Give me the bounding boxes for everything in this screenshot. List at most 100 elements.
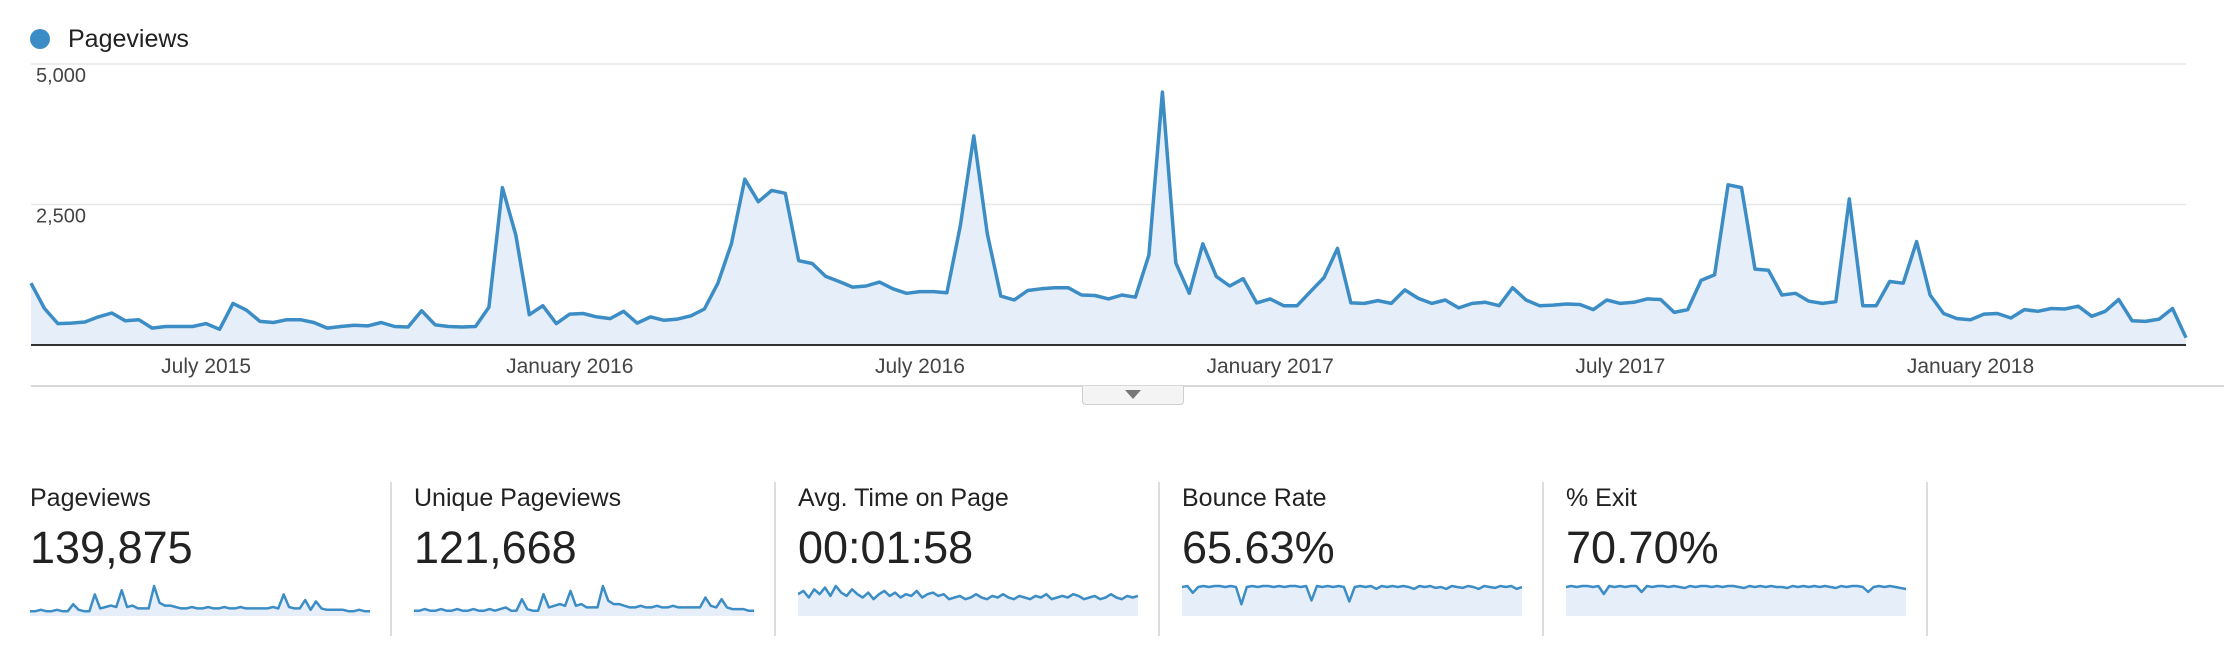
data-point[interactable] [95,314,101,320]
data-point[interactable] [311,320,317,326]
data-point[interactable] [1321,275,1327,281]
data-point[interactable] [1025,288,1031,294]
data-point[interactable] [1617,300,1623,306]
data-point[interactable] [1254,300,1260,306]
data-point[interactable] [1537,303,1543,309]
data-point[interactable] [392,324,398,330]
data-point[interactable] [580,311,586,317]
data-point[interactable] [1038,286,1044,292]
data-point[interactable] [1523,297,1529,303]
data-point[interactable] [82,319,88,325]
data-point[interactable] [1994,311,2000,317]
data-point[interactable] [473,324,479,330]
data-point[interactable] [190,324,196,330]
data-point[interactable] [122,318,128,324]
data-point[interactable] [1011,297,1017,303]
data-point[interactable] [1456,305,1462,311]
data-point[interactable] [405,324,411,330]
data-point[interactable] [28,280,34,286]
data-point[interactable] [1698,277,1704,283]
data-point[interactable] [877,279,883,285]
data-point[interactable] [823,273,829,279]
data-point[interactable] [324,325,330,331]
data-point[interactable] [1550,302,1556,308]
data-point[interactable] [1119,292,1125,298]
data-point[interactable] [1577,302,1583,308]
data-point[interactable] [2116,297,2122,303]
data-point[interactable] [917,289,923,295]
data-point[interactable] [1941,311,1947,317]
data-point[interactable] [109,310,115,316]
data-point[interactable] [755,199,761,205]
data-point[interactable] [1308,289,1314,295]
data-point[interactable] [1335,245,1341,251]
metric-avg-time-on-page[interactable]: Avg. Time on Page 00:01:58 [768,482,1160,636]
data-point[interactable] [365,323,371,329]
data-point[interactable] [998,293,1004,299]
data-point[interactable] [2048,306,2054,312]
data-point[interactable] [446,324,452,330]
metric-bounce-rate[interactable]: Bounce Rate 65.63% [1152,482,1544,636]
data-point[interactable] [742,176,748,182]
data-point[interactable] [1092,293,1098,299]
data-point[interactable] [1752,266,1758,272]
data-point[interactable] [1510,285,1516,291]
data-point[interactable] [607,316,613,322]
chart-collapse-toggle[interactable] [1082,386,1184,405]
data-point[interactable] [55,321,61,327]
data-point[interactable] [1213,273,1219,279]
data-point[interactable] [2062,306,2068,312]
data-point[interactable] [176,324,182,330]
data-point[interactable] [163,324,169,330]
data-point[interactable] [1671,309,1677,315]
data-point[interactable] [459,324,465,330]
data-point[interactable] [2035,308,2041,314]
data-point[interactable] [634,320,640,326]
data-point[interactable] [1200,241,1206,247]
data-point[interactable] [1348,300,1354,306]
data-point[interactable] [1052,285,1058,291]
data-point[interactable] [1914,239,1920,245]
data-point[interactable] [890,286,896,292]
data-point[interactable] [2075,303,2081,309]
data-point[interactable] [1658,297,1664,303]
data-point[interactable] [621,308,627,314]
data-point[interactable] [1590,307,1596,313]
data-point[interactable] [203,321,209,327]
data-point[interactable] [1267,296,1273,302]
data-point[interactable] [540,303,546,309]
data-point[interactable] [796,258,802,264]
data-point[interactable] [1402,287,1408,293]
data-point[interactable] [217,326,223,332]
data-point[interactable] [2156,316,2162,322]
data-point[interactable] [688,313,694,319]
data-point[interactable] [1860,303,1866,309]
data-point[interactable] [957,223,963,229]
data-point[interactable] [2089,313,2095,319]
data-point[interactable] [2021,307,2027,313]
data-point[interactable] [351,322,357,328]
data-point[interactable] [1779,292,1785,298]
data-point[interactable] [244,307,250,313]
data-point[interactable] [297,317,303,323]
data-point[interactable] [1079,292,1085,298]
data-point[interactable] [2008,315,2014,321]
data-point[interactable] [1968,317,1974,323]
data-point[interactable] [1388,300,1394,306]
data-point[interactable] [2129,318,2135,324]
data-point[interactable] [1375,298,1381,304]
metric-unique-pageviews[interactable]: Unique Pageviews 121,668 [384,482,776,636]
data-point[interactable] [648,314,654,320]
data-point[interactable] [1186,290,1192,296]
data-point[interactable] [1604,297,1610,303]
data-point[interactable] [1106,296,1112,302]
data-point[interactable] [1173,260,1179,266]
data-point[interactable] [42,306,48,312]
data-point[interactable] [675,316,681,322]
data-point[interactable] [2183,335,2189,341]
data-point[interactable] [984,231,990,237]
data-point[interactable] [782,190,788,196]
data-point[interactable] [904,290,910,296]
data-point[interactable] [594,314,600,320]
data-point[interactable] [284,317,290,323]
